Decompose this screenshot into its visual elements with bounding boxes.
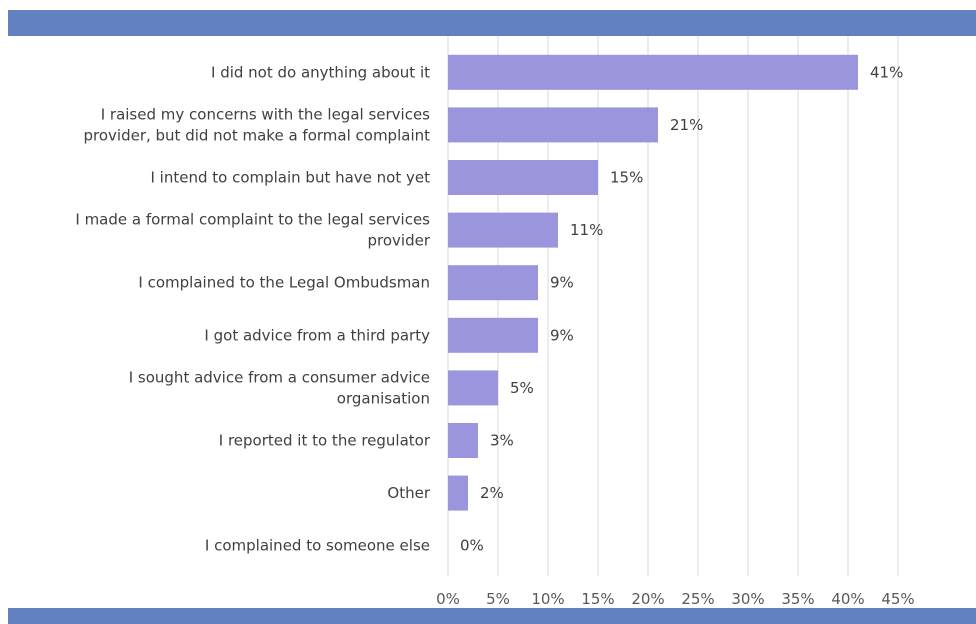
chart-panel: 0% 5% 10% 15% 20% 25% 30% 35% 40% 45% 41% I did not… (8, 36, 976, 608)
category-label: I got advice from a third party (204, 326, 430, 344)
category-label: I sought advice from a consumer advice or… (129, 368, 430, 407)
bar (448, 475, 468, 511)
data-label: 21% (670, 116, 703, 134)
data-label: 9% (550, 274, 574, 292)
data-label: 15% (610, 169, 643, 187)
data-label: 11% (570, 221, 603, 239)
bar-chart: 0% 5% 10% 15% 20% 25% 30% 35% 40% 45% 41% I did not… (75, 36, 915, 608)
x-tick-label: 25% (681, 590, 714, 608)
x-tick-label: 40% (831, 590, 864, 608)
x-tick-label: 30% (731, 590, 764, 608)
category-label: I complained to someone else (205, 537, 430, 555)
data-label: 41% (870, 63, 903, 81)
x-tick-label: 10% (531, 590, 564, 608)
bar (448, 317, 538, 353)
bar (448, 370, 498, 406)
bar (448, 54, 858, 90)
data-label: 3% (490, 432, 514, 450)
header-band (8, 10, 976, 36)
data-label: 2% (480, 484, 504, 502)
footer-band (8, 608, 976, 624)
x-tick-label: 5% (486, 590, 510, 608)
bar (448, 107, 658, 143)
data-label: 0% (460, 537, 484, 555)
bar (448, 212, 558, 248)
x-tick-label: 20% (631, 590, 664, 608)
category-label: I intend to complain but have not yet (150, 169, 430, 187)
data-label: 9% (550, 326, 574, 344)
x-tick-label: 35% (781, 590, 814, 608)
category-label: Other (387, 484, 430, 502)
x-tick-label: 45% (881, 590, 914, 608)
bar (448, 265, 538, 301)
x-tick-label: 0% (436, 590, 460, 608)
category-label: I reported it to the regulator (219, 432, 431, 450)
category-label: I raised my concerns with the legal serv… (83, 105, 430, 144)
bar (448, 423, 478, 458)
category-label: I made a formal complaint to the legal s… (75, 211, 430, 250)
x-tick-label: 15% (581, 590, 614, 608)
data-label: 5% (510, 379, 534, 397)
bar (448, 160, 598, 195)
category-label: I complained to the Legal Ombudsman (138, 274, 430, 292)
category-label: I did not do anything about it (211, 63, 430, 81)
